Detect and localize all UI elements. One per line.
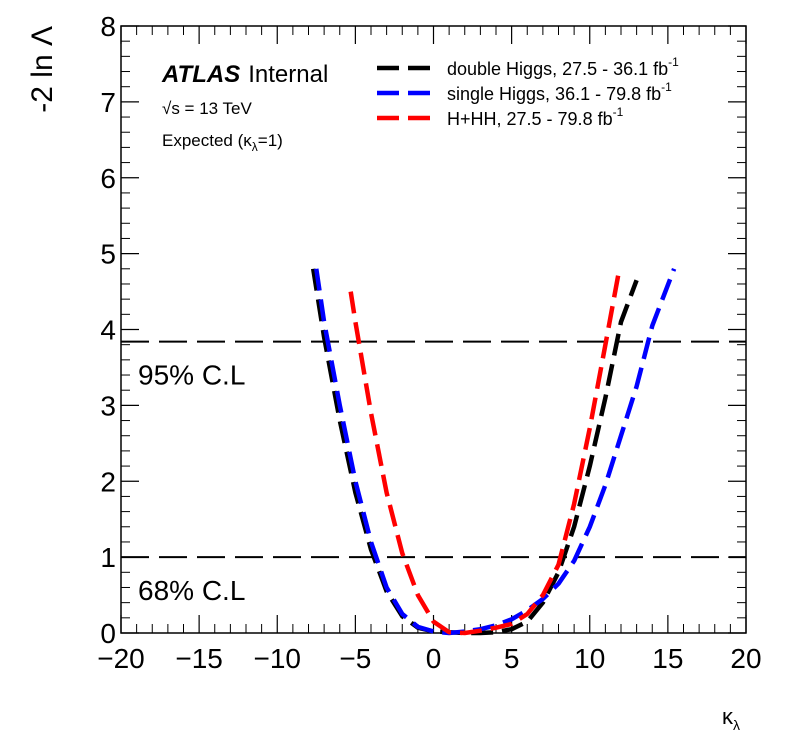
- series-curve: [348, 268, 622, 636]
- y-tick-label: 8: [100, 11, 116, 42]
- legend-entry-label: H+HH, 27.5 - 79.8 fb-1: [447, 105, 624, 129]
- legend-entry-label: single Higgs, 36.1 - 79.8 fb-1: [447, 80, 672, 104]
- x-axis-label-main: κ: [722, 704, 734, 729]
- series-curves: [310, 267, 677, 636]
- x-tick-label: −10: [254, 643, 302, 674]
- expected-sub: λ: [252, 140, 258, 154]
- legend-entry-label: double Higgs, 27.5 - 36.1 fb-1: [447, 55, 679, 79]
- x-axis-label-sub: λ: [733, 717, 740, 733]
- y-tick-label: 7: [100, 87, 116, 118]
- expected-annotation: Expected (κλ=1): [162, 131, 283, 154]
- expected-suffix: =1): [258, 131, 283, 150]
- x-tick-label: −20: [97, 643, 145, 674]
- y-tick-label: 3: [100, 390, 116, 421]
- legend-entry-sup: -1: [613, 105, 624, 119]
- series-curve: [310, 268, 639, 636]
- legend-entry-sup: -1: [661, 80, 672, 94]
- legend-entry-sup: -1: [668, 55, 679, 69]
- y-tick-label: 6: [100, 163, 116, 194]
- x-tick-label: −5: [339, 643, 371, 674]
- series-curve: [314, 267, 677, 636]
- y-tick-label: 1: [100, 542, 116, 573]
- confidence-level-lines: 95% C.L 68% C.L: [121, 340, 746, 606]
- legend-entry-name: single Higgs, 36.1 - 79.8 fb: [447, 84, 661, 104]
- y-tick-label: 4: [100, 315, 116, 346]
- y-axis-ticks: 0 1 2 3 4 5 6 7 8: [100, 11, 746, 649]
- cl-label: 68% C.L: [138, 575, 245, 606]
- atlas-status: Internal: [248, 61, 328, 88]
- legend-entry-name: H+HH, 27.5 - 79.8 fb: [447, 109, 613, 129]
- x-axis-label: κλ: [722, 704, 740, 733]
- atlas-brand: ATLAS: [161, 61, 240, 88]
- expected-prefix: Expected (: [162, 131, 244, 150]
- energy-annotation: √s = 13 TeV: [162, 99, 252, 118]
- x-tick-label: 15: [652, 643, 683, 674]
- legend-entry-name: double Higgs, 27.5 - 36.1 fb: [447, 59, 668, 79]
- x-tick-label: −15: [175, 643, 223, 674]
- x-tick-label: 10: [574, 643, 605, 674]
- expected-kappa: κ: [243, 131, 252, 150]
- x-tick-label: 0: [426, 643, 442, 674]
- y-tick-label: 2: [100, 466, 116, 497]
- atlas-label: ATLAS Internal: [161, 61, 328, 88]
- x-axis-ticks: −20 −15 −10 −5 0 5 10 15 20: [97, 26, 762, 674]
- x-tick-label: 5: [504, 643, 520, 674]
- y-axis-label: -2 ln Λ: [26, 26, 59, 113]
- y-tick-label: 0: [100, 618, 116, 649]
- x-tick-label: 20: [730, 643, 761, 674]
- cl-label: 95% C.L: [138, 360, 245, 391]
- y-tick-label: 5: [100, 239, 116, 270]
